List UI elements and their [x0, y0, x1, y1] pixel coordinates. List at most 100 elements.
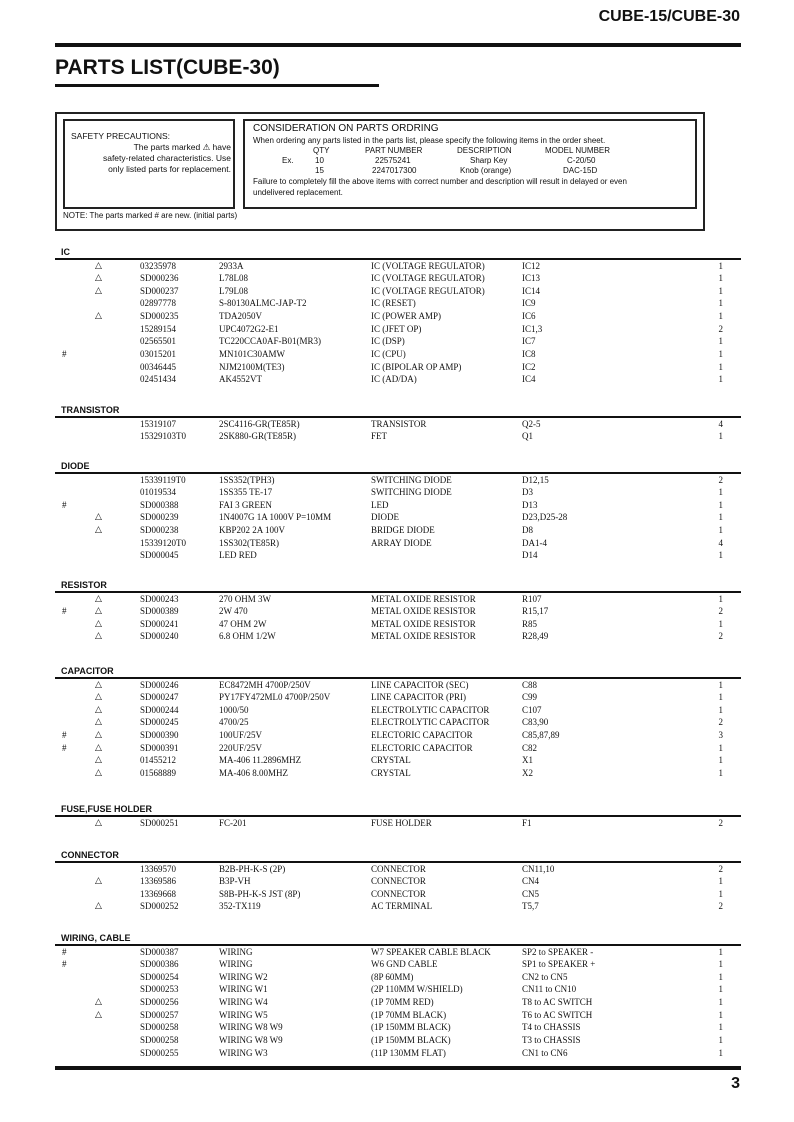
reference: DA1-4	[522, 537, 547, 548]
safety-mark-icon: △	[95, 679, 102, 690]
section-rule	[55, 258, 741, 260]
description: (2P 110MM W/SHIELD)	[371, 984, 463, 995]
part-number: SD000391	[140, 742, 179, 753]
model: WIRING W3	[219, 1047, 268, 1058]
new-mark: #	[62, 348, 67, 359]
reference: T3 to CHASSIS	[522, 1034, 581, 1045]
model: WIRING	[219, 946, 253, 957]
example-qty: 15	[315, 166, 324, 175]
section-rule	[55, 944, 741, 946]
quantity: 1	[718, 285, 724, 296]
table-row: △ SD000251 FC-201 FUSE HOLDER F1 2	[55, 817, 741, 830]
quantity: 1	[718, 876, 724, 887]
table-row: △ 03235978 2933A IC (VOLTAGE REGULATOR) IC12…	[55, 260, 741, 273]
model: MA-406 11.2896MHZ	[219, 755, 302, 766]
table-row: 13369570 B2B-PH-K-S (2P) CONNECTOR CN11,10 2	[55, 863, 741, 876]
safety-mark-icon: △	[95, 730, 102, 741]
quantity: 1	[718, 260, 724, 271]
reference: C99	[522, 692, 538, 703]
description: IC (DSP)	[371, 336, 405, 347]
description: LINE CAPACITOR (SEC)	[371, 679, 469, 690]
table-row: SD000253 WIRING W1 (2P 110MM W/SHIELD) CN11…	[55, 983, 741, 996]
table-row: △ SD000246 EC8472MH 4700P/250V LINE CAPACIT…	[55, 679, 741, 692]
quantity: 1	[718, 742, 724, 753]
safety-precautions-box: SAFETY PRECAUTIONS: The parts marked ⚠ h…	[63, 119, 235, 209]
table-row: SD000258 WIRING W8 W9 (1P 150MM BLACK) T3 t…	[55, 1034, 741, 1047]
part-number: SD000245	[140, 717, 179, 728]
reference: CN5	[522, 888, 540, 899]
safety-mark-icon: △	[95, 704, 102, 715]
reference: C83,90	[522, 717, 549, 728]
example-model: C-20/50	[567, 156, 596, 165]
model: B3P-VH	[219, 876, 251, 887]
reference: R107	[522, 593, 542, 604]
table-row: SD000045 LED RED D14 1	[55, 549, 741, 562]
footer-rule	[55, 1066, 741, 1070]
quantity: 1	[718, 959, 724, 970]
table-row: SD000255 WIRING W3 (11P 130MM FLAT) CN1 to …	[55, 1047, 741, 1060]
reference: CN2 to CN5	[522, 971, 568, 982]
part-number: SD000251	[140, 817, 179, 828]
section-heading: RESISTOR	[61, 580, 107, 590]
part-number: SD000244	[140, 704, 179, 715]
description: ELECTORIC CAPACITOR	[371, 742, 473, 753]
table-row: 15339120T0 1SS302(TE85R) ARRAY DIODE DA1-4 4	[55, 537, 741, 550]
part-number: SD000256	[140, 997, 179, 1008]
reference: R28,49	[522, 631, 549, 642]
table-row: △ SD000238 KBP202 2A 100V BRIDGE DIODE D8 1	[55, 524, 741, 537]
table-row: △ SD000237 L79L08 IC (VOLTAGE REGULATOR) IC1…	[55, 285, 741, 298]
quantity: 1	[718, 512, 724, 523]
quantity: 1	[718, 1009, 724, 1020]
part-number: SD000247	[140, 692, 179, 703]
reference: D13	[522, 499, 538, 510]
table-row: 15289154 UPC4072G2-E1 IC (JFET OP) IC1,3 2	[55, 323, 741, 336]
table-row: △ SD000235 TDA2050V IC (POWER AMP) IC6 1	[55, 310, 741, 323]
quantity: 1	[718, 767, 724, 778]
table-row: SD000254 WIRING W2 (8P 60MM) CN2 to CN5 1	[55, 971, 741, 984]
description: ELECTROLYTIC CAPACITOR	[371, 717, 490, 728]
quantity: 1	[718, 374, 724, 385]
failure-text: Failure to completely fill the above ite…	[253, 177, 627, 186]
example-desc: Knob (orange)	[460, 166, 512, 175]
safety-mark-icon: △	[95, 692, 102, 703]
part-number: 03235978	[140, 260, 176, 271]
section-wiring-cable: WIRING, CABLE # SD000387 WIRING W7 SPEAKER C…	[55, 933, 741, 1059]
table-row: # △ SD000389 2W 470 METAL OXIDE RESISTOR R15,…	[55, 605, 741, 618]
safety-mark-icon: △	[95, 742, 102, 753]
reference: IC9	[522, 298, 536, 309]
quantity: 1	[718, 298, 724, 309]
new-mark: #	[62, 959, 67, 970]
reference: CN1 to CN6	[522, 1047, 568, 1058]
reference: IC6	[522, 311, 536, 322]
quantity: 1	[718, 755, 724, 766]
description: CONNECTOR	[371, 863, 426, 874]
reference: T4 to CHASSIS	[522, 1022, 581, 1033]
column-description: DESCRIPTION	[457, 146, 512, 155]
reference: R85	[522, 618, 538, 629]
part-number: SD000386	[140, 959, 179, 970]
part-number: 01455212	[140, 755, 176, 766]
quantity: 1	[718, 593, 724, 604]
example-desc: Sharp Key	[470, 156, 508, 165]
quantity: 1	[718, 431, 724, 442]
new-mark: #	[62, 730, 67, 741]
reference: C107	[522, 704, 542, 715]
part-number: SD000246	[140, 679, 179, 690]
reference: IC4	[522, 374, 536, 385]
part-number: SD000258	[140, 1022, 179, 1033]
reference: IC2	[522, 361, 536, 372]
quantity: 1	[718, 971, 724, 982]
table-row: SD000258 WIRING W8 W9 (1P 150MM BLACK) T4 t…	[55, 1021, 741, 1034]
title-underline	[55, 84, 379, 87]
quantity: 1	[718, 348, 724, 359]
safety-mark-icon: △	[95, 512, 102, 523]
example-part: 2247017300	[372, 166, 417, 175]
safety-mark-icon: △	[95, 767, 102, 778]
safety-mark-icon: △	[95, 273, 102, 284]
quantity: 1	[718, 1047, 724, 1058]
part-number: SD000239	[140, 512, 179, 523]
reference: IC8	[522, 348, 536, 359]
model: 100UF/25V	[219, 730, 263, 741]
quantity: 2	[718, 817, 724, 828]
